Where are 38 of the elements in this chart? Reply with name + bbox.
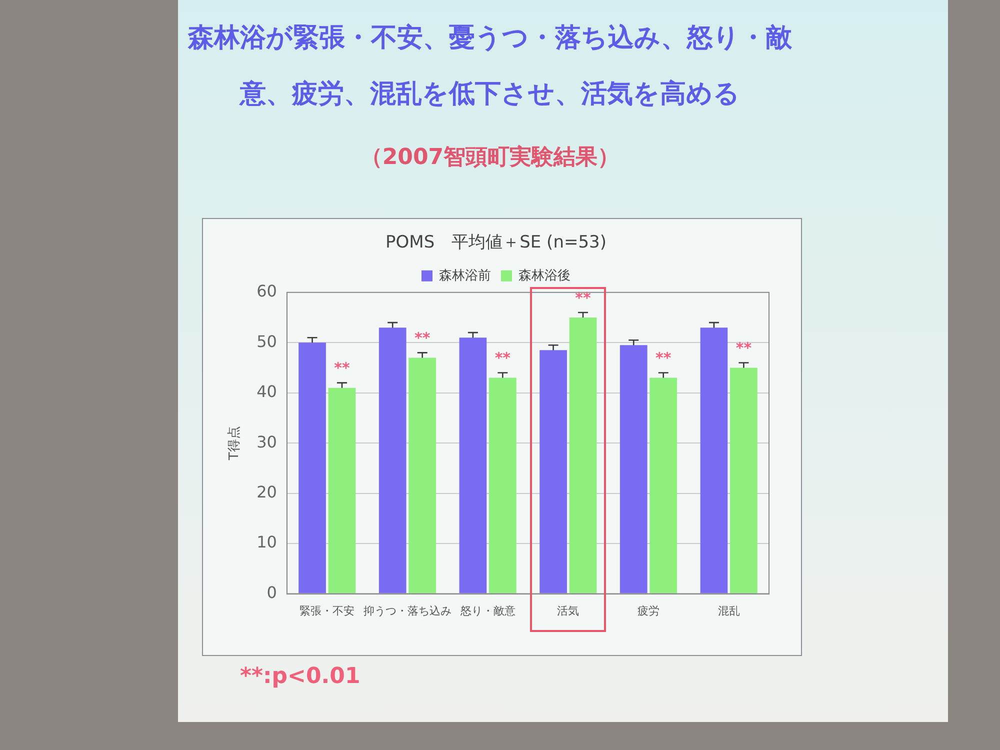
annotation: ** (414, 329, 430, 348)
y-tick-label: 60 (256, 282, 277, 301)
bar (298, 342, 326, 594)
bar (569, 318, 597, 594)
chart-title: 森林浴が緊張・不安、憂うつ・落ち込み、怒り・敵意、疲労、混乱を低下させ、活気を高める (186, 22, 793, 111)
bar (489, 378, 516, 594)
legend-label: 森林浴前 (439, 268, 491, 284)
y-tick-label: 0 (266, 582, 277, 602)
annotation: ** (656, 349, 672, 368)
bar (730, 368, 758, 594)
bar (328, 388, 356, 594)
annotation: ** (736, 339, 752, 358)
bar (540, 350, 567, 594)
x-tick-label: 疲労 (637, 604, 660, 618)
y-tick-label: 10 (256, 532, 277, 552)
y-axis-title: T得点 (227, 426, 242, 462)
annotation: ** (334, 359, 350, 378)
x-tick-label: 抑うつ・落ち込み (363, 604, 452, 618)
y-tick-label: 50 (256, 332, 277, 351)
text: **:p<0.01 (240, 664, 360, 689)
bar (378, 328, 406, 594)
y-tick-label: 20 (256, 482, 277, 502)
y-tick-label: 40 (256, 382, 277, 402)
text: POMS 平均値＋SE (n=53) (386, 232, 606, 253)
y-tick-label: 30 (256, 432, 277, 452)
bar (700, 328, 728, 594)
bar (408, 358, 436, 594)
chart-subtitle: （2007智頭町実験結果） (359, 144, 621, 172)
x-tick-label: 緊張・不安 (300, 604, 355, 618)
bar (650, 378, 678, 594)
bar (459, 338, 487, 594)
annotation: ** (575, 288, 592, 307)
bar (620, 345, 648, 594)
x-tick-label: 混乱 (718, 604, 740, 618)
x-tick-label: 怒り・敵意 (459, 604, 516, 618)
legend-label: 森林浴後 (518, 268, 570, 284)
annotation: ** (494, 349, 511, 368)
x-tick-label: 活気 (557, 604, 580, 618)
